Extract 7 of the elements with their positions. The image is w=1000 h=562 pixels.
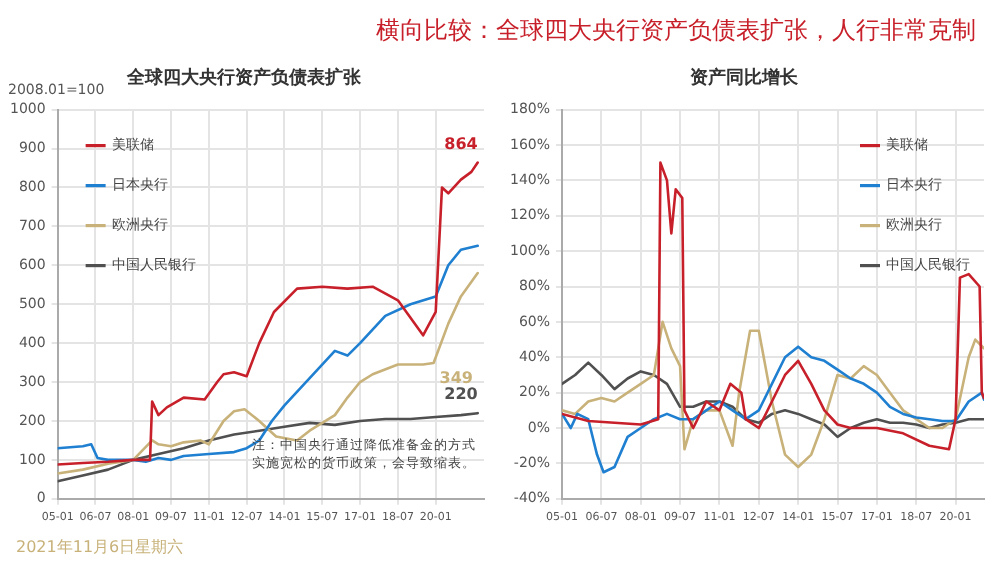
chart-title: 全球四大央行资产负债表扩张 — [125, 67, 363, 90]
text: 2021年11月6日星期六 — [14, 536, 186, 560]
annotation: 864 — [444, 134, 479, 153]
annotation: 349 — [439, 369, 474, 388]
text: 横向比较：全球四大央行资产负债表扩张，人行非常克制 — [374, 14, 978, 48]
annotation: 220 — [444, 385, 479, 404]
chart-title: 资产同比增长 — [690, 67, 800, 90]
